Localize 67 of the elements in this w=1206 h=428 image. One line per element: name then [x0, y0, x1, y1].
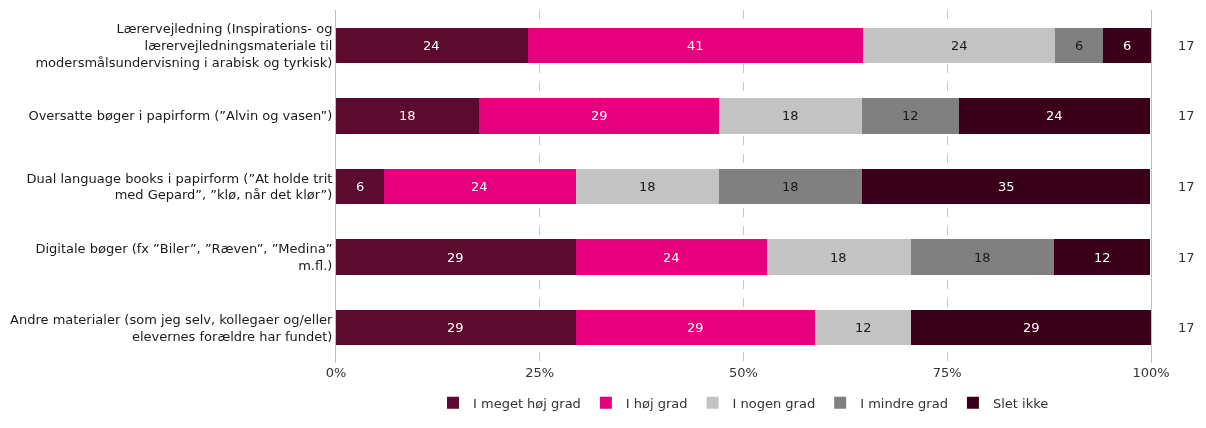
data-label: 12	[1094, 250, 1111, 265]
text: 17	[1178, 179, 1195, 194]
bar	[910, 239, 1055, 275]
bar	[862, 98, 959, 134]
legend-label: Slet ikke	[992, 395, 1049, 411]
data-label: 6	[356, 179, 365, 194]
bar	[719, 168, 863, 205]
bar	[767, 239, 911, 275]
data-label: 29	[447, 320, 464, 335]
data-label: 29	[1023, 320, 1040, 335]
bar	[336, 239, 576, 275]
data-label: 24	[663, 250, 680, 265]
bar	[1054, 239, 1151, 275]
bar	[336, 168, 385, 205]
y-tick-label: Digitale bøger (fx ”Biler”, ”Ræven”, ”Medina” m.fl.)	[35, 241, 333, 274]
data-label: 24	[1046, 108, 1063, 123]
legend-label: I nogen grad	[732, 395, 816, 411]
legend-label: I høj grad	[625, 395, 688, 411]
bar	[815, 310, 912, 346]
data-label: 24	[951, 38, 968, 53]
data-label: 29	[447, 250, 464, 265]
bar	[862, 168, 1151, 205]
data-label: 18	[782, 179, 799, 194]
data-label: 24	[471, 179, 488, 194]
data-label: 29	[591, 108, 608, 123]
bar	[575, 168, 720, 205]
bar	[575, 239, 768, 275]
x-tick-label: 75%	[932, 365, 962, 380]
bar	[575, 310, 816, 346]
x-tick-label: 25%	[525, 365, 555, 380]
y-tick-label: Andre materialer (som jeg selv, kollegaer og/eller elevernes forældre har fundet)	[10, 311, 334, 344]
data-label: 41	[687, 38, 704, 53]
bar	[958, 98, 1151, 134]
bar	[911, 310, 1151, 346]
bar	[384, 168, 576, 205]
data-label: 35	[998, 179, 1015, 194]
bar	[527, 27, 864, 63]
data-label: 12	[855, 320, 872, 335]
data-label: 12	[902, 108, 919, 123]
data-label: 18	[830, 250, 847, 265]
x-tick-label: 50%	[729, 365, 758, 380]
bar	[719, 98, 863, 134]
data-label: 29	[687, 320, 704, 335]
y-tick-label: Lærervejledning (Inspirations- og lærervejledningsmateriale til modersmålsundervisning i arabisk og tyrkisk)	[35, 20, 333, 70]
y-tick-label: Oversatte bøger i papirform (”Alvin og vasen”)	[28, 108, 333, 124]
bar	[1102, 27, 1151, 63]
text: 17	[1178, 320, 1195, 335]
bar	[336, 98, 480, 134]
text: 17	[1178, 108, 1195, 123]
text: 17	[1178, 250, 1195, 265]
bar	[336, 27, 528, 63]
data-label: 18	[974, 250, 991, 265]
data-label: 18	[399, 108, 416, 123]
bar	[336, 310, 576, 346]
y-tick-label: Dual language books i papirform (”At holde trit med Gepard”, ”klø, når det klør”)	[26, 170, 333, 203]
data-label: 6	[1123, 38, 1132, 53]
x-tick-label: 100%	[1132, 365, 1170, 380]
bar	[479, 98, 720, 134]
legend-label: I mindre grad	[860, 395, 948, 411]
legend-label: I meget høj grad	[473, 395, 581, 411]
text: 17	[1178, 38, 1195, 53]
data-label: 18	[639, 179, 656, 194]
data-label: 24	[423, 38, 440, 53]
bar	[1054, 27, 1103, 63]
data-label: 6	[1075, 38, 1084, 53]
x-tick-label: 0%	[325, 365, 347, 380]
data-label: 18	[782, 108, 799, 123]
